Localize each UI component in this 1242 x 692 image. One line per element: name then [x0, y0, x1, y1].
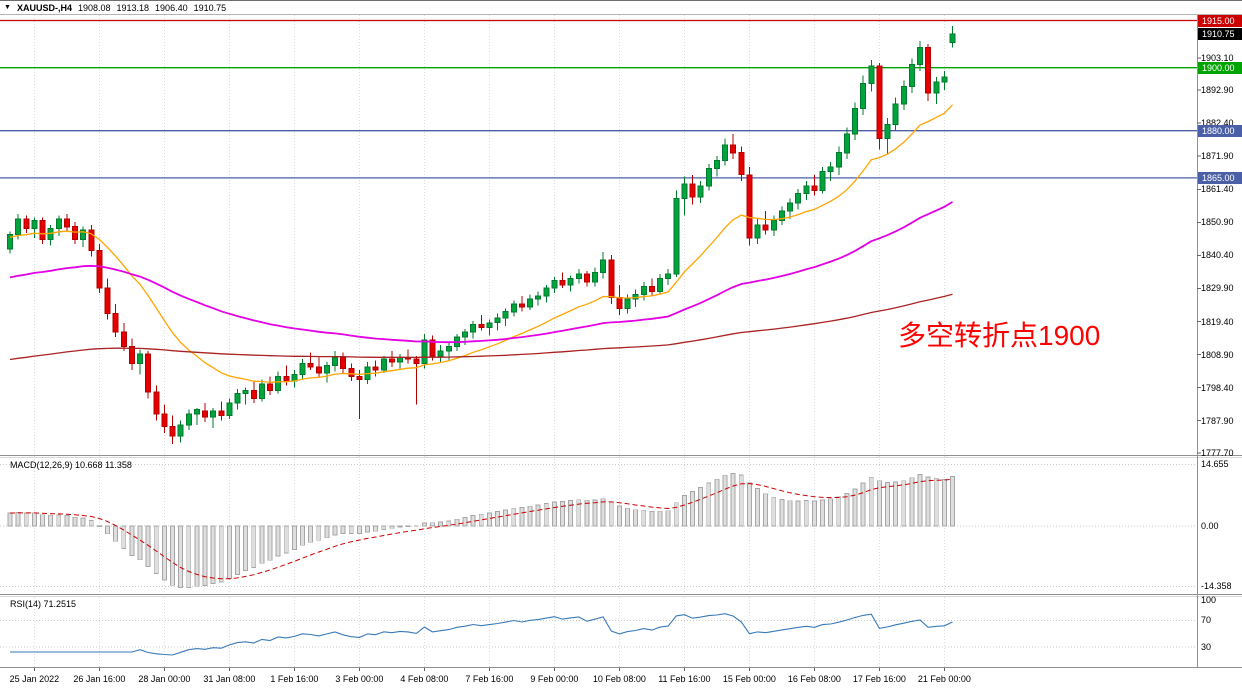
price-tick-label: 1892.90 — [1201, 85, 1234, 96]
time-axis-label: 11 Feb 16:00 — [658, 674, 711, 684]
price-scale-area[interactable]: 1903.10 1892.90 1882.40 1871.90 1861.40 1850.… — [1197, 0, 1242, 667]
rsi-indicator-label: RSI(14) 71.2515 — [10, 599, 77, 609]
price-badge: 1880.00 — [1198, 124, 1242, 137]
price-badge: 1910.75 — [1198, 27, 1242, 40]
annotation-text: 多空转折点1900 — [898, 320, 1101, 351]
title-bar: ▼ XAUUSD-,H4 1908.08 1913.18 1906.40 191… — [0, 0, 1242, 15]
rsi-scale-label: 70 — [1201, 615, 1212, 626]
close-value: 1910.75 — [193, 2, 227, 13]
time-axis-label: 1 Feb 16:00 — [270, 674, 319, 684]
macd-scale-label: -14.358 — [1201, 581, 1232, 592]
price-tick-label: 1777.70 — [1201, 447, 1234, 458]
macd-scale-label: 0.00 — [1201, 521, 1219, 531]
rsi-scale-label: 30 — [1201, 642, 1212, 652]
price-tick-label: 1871.90 — [1201, 151, 1234, 162]
time-axis-label: 31 Jan 08:00 — [203, 674, 256, 684]
price-tick-label: 1787.90 — [1201, 415, 1234, 426]
price-tick-label: 1850.90 — [1201, 217, 1234, 228]
time-axis-label: 28 Jan 00:00 — [138, 674, 191, 684]
price-badge: 1915.00 — [1198, 14, 1242, 27]
panel-splitter-rsi[interactable] — [0, 592, 1242, 597]
price-badge: 1900.00 — [1198, 61, 1242, 74]
time-axis-label: 10 Feb 08:00 — [592, 674, 646, 684]
time-axis-label: 26 Jan 16:00 — [73, 674, 126, 684]
time-axis-label: 16 Feb 08:00 — [787, 674, 841, 684]
rsi-scale-label: 100 — [1201, 595, 1217, 606]
price-tick-label: 1819.40 — [1201, 316, 1234, 327]
high-value: 1913.18 — [116, 2, 150, 13]
symbol-period-label: XAUUSD-,H4 — [16, 2, 72, 13]
panel-splitter-macd[interactable] — [0, 453, 1242, 458]
time-axis-label: 7 Feb 16:00 — [465, 674, 514, 684]
price-tick-label: 1861.40 — [1201, 184, 1234, 195]
price-tick-label: 1798.40 — [1201, 382, 1234, 393]
price-badge: 1865.00 — [1198, 171, 1242, 184]
macd-scale-label: 14.655 — [1201, 459, 1229, 470]
time-axis-area[interactable]: 25 Jan 2022 26 Jan 16:00 28 Jan 00:00 31 Ja… — [0, 667, 1242, 692]
open-value: 1908.08 — [77, 2, 111, 13]
price-tick-label: 1808.90 — [1201, 349, 1234, 360]
price-tick-label: 1882.40 — [1201, 118, 1234, 129]
low-value: 1906.40 — [155, 2, 188, 13]
time-axis-label: 15 Feb 00:00 — [722, 674, 776, 684]
time-axis-label: 4 Feb 08:00 — [400, 674, 449, 684]
time-axis-label: 9 Feb 00:00 — [530, 674, 579, 684]
price-tick-label: 1829.90 — [1201, 283, 1234, 294]
time-axis-label: 17 Feb 16:00 — [852, 674, 906, 684]
time-axis-label: 3 Feb 00:00 — [335, 674, 384, 684]
time-axis-label: 21 Feb 00:00 — [917, 674, 971, 684]
symbol-dropdown-icon[interactable]: ▼ — [4, 4, 11, 11]
time-axis-label: 25 Jan 2022 — [9, 674, 60, 684]
price-tick-label: 1903.10 — [1201, 52, 1234, 63]
macd-indicator-label: MACD(12,26,9) 10.668 11.358 — [10, 460, 132, 470]
price-tick-label: 1840.40 — [1201, 250, 1234, 261]
